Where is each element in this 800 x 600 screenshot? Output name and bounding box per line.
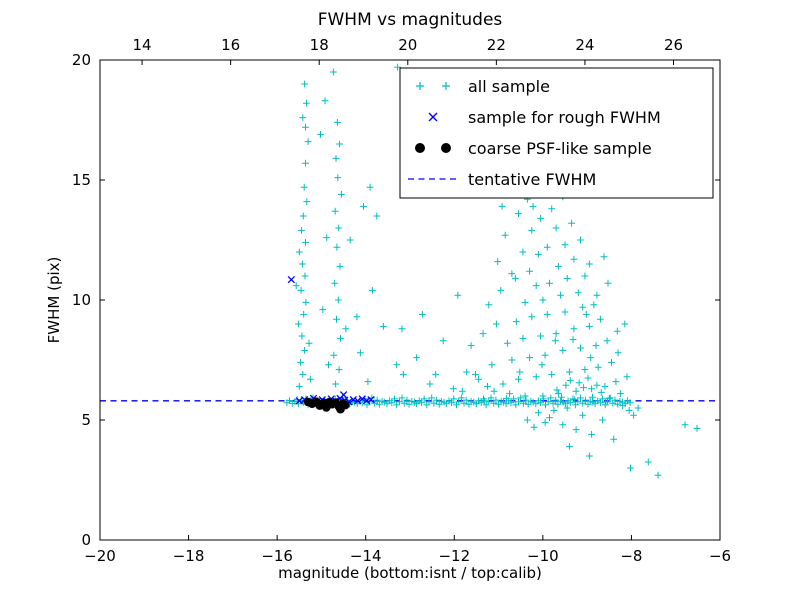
legend-label: tentative FWHM <box>468 170 596 189</box>
x-top-tick-label: 26 <box>664 36 683 54</box>
x-top-tick-label: 22 <box>487 36 506 54</box>
legend-label: all sample <box>468 77 550 96</box>
x-tick-label: −6 <box>709 547 731 565</box>
series-coarse-PSF-like-sample <box>303 397 350 414</box>
x-top-tick-label: 14 <box>133 36 152 54</box>
legend-label: coarse PSF-like sample <box>468 139 652 158</box>
legend-label: sample for rough FWHM <box>468 108 661 127</box>
y-tick-label: 20 <box>72 51 91 69</box>
x-top-tick-label: 20 <box>398 36 417 54</box>
marker-path <box>283 63 701 479</box>
x-axis-top: 14 16 18 20 22 24 26 <box>133 36 683 65</box>
chart-title: FWHM vs magnitudes <box>317 10 503 30</box>
legend-dot-marker <box>415 143 425 153</box>
y-tick-label: 0 <box>81 531 91 549</box>
x-top-tick-label: 18 <box>310 36 329 54</box>
y-tick-label: 15 <box>72 171 91 189</box>
x-tick-label: −14 <box>350 547 382 565</box>
y-axis-label: FWHM (pix) <box>45 256 63 344</box>
x-axis-label: magnitude (bottom:isnt / top:calib) <box>278 564 542 582</box>
y-axis: 0 5 10 15 20 <box>72 51 720 549</box>
legend-plus-marker <box>442 82 450 90</box>
legend-box <box>399 67 714 199</box>
series-all-sample <box>283 63 701 479</box>
legend-dot-marker <box>441 143 451 153</box>
x-top-tick-label: 24 <box>575 36 594 54</box>
x-tick-label: −12 <box>438 547 470 565</box>
x-tick-label: −16 <box>261 547 293 565</box>
x-tick-label: −8 <box>620 547 642 565</box>
legend: all sample sample for rough FWHM coarse PS… <box>399 67 714 199</box>
x-axis-bottom: −20 −18 −16 −14 −12 −10 −8 −6 <box>84 535 731 565</box>
y-tick-label: 5 <box>81 411 91 429</box>
legend-plus-marker <box>416 82 424 90</box>
x-tick-label: −18 <box>173 547 205 565</box>
y-tick-label: 10 <box>72 291 91 309</box>
x-tick-label: −20 <box>84 547 116 565</box>
dot-marker <box>336 404 345 414</box>
legend-x-marker <box>428 112 438 122</box>
x-tick-label: −10 <box>527 547 559 565</box>
x-top-tick-label: 16 <box>221 36 240 54</box>
